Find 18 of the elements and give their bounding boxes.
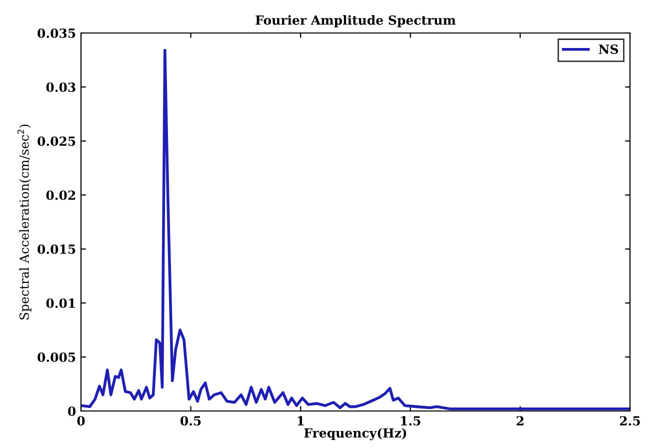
chart-title: Fourier Amplitude Spectrum <box>256 15 456 28</box>
y-tick-label: 0.035 <box>38 28 76 38</box>
y-tick-label: 0.02 <box>46 190 76 200</box>
x-tick-label: 1.5 <box>401 416 420 426</box>
y-tick-label: 0.015 <box>38 244 76 254</box>
y-tick-label: 0 <box>68 406 76 416</box>
y-axis-title: Spectral Acceleration(cm/sec$^{2}$) <box>17 124 32 320</box>
y-tick-label: 0.005 <box>38 352 76 362</box>
legend-label: NS <box>598 44 618 54</box>
x-tick-label: 2.5 <box>620 416 640 426</box>
x-tick-label: 1 <box>298 416 304 426</box>
x-tick-label: 0.5 <box>180 416 201 426</box>
x-tick-label: 2 <box>516 416 524 426</box>
x-tick-label: 0 <box>77 416 85 426</box>
y-tick-label: 0.025 <box>38 136 76 146</box>
x-axis-title: Frequency(Hz) <box>304 428 406 440</box>
y-tick-label: 0.01 <box>46 298 75 308</box>
y-tick-label: 0.03 <box>46 82 76 92</box>
